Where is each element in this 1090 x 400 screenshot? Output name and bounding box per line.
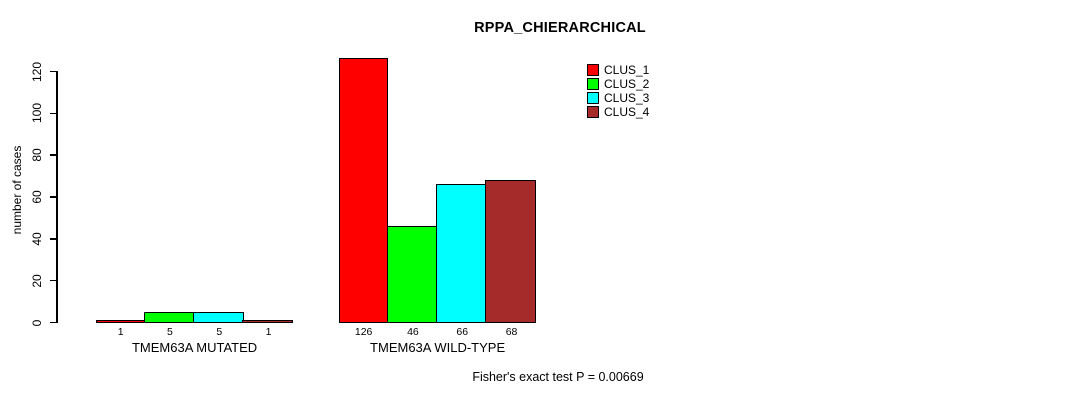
bar-value-label: 5 (216, 325, 223, 338)
y-axis-tick-label: 120 (30, 61, 44, 82)
bar-clus-1-group2 (339, 58, 389, 323)
y-axis-tick-label: 0 (30, 319, 44, 326)
legend-label: CLUS_4 (604, 104, 650, 119)
bar-clus-1-group1 (96, 319, 146, 323)
bar-clus-3-group2 (436, 183, 487, 323)
y-axis-tick (49, 321, 58, 324)
legend-item: CLUS_2 (587, 77, 649, 91)
legend-item: CLUS_3 (587, 91, 649, 105)
legend-swatch-clus-2 (587, 78, 599, 90)
legend-label: CLUS_3 (604, 90, 650, 105)
x-axis-group-label: TMEM63A WILD-TYPE (370, 340, 506, 355)
bar-value-label: 66 (456, 325, 469, 338)
bar-value-label: 126 (354, 325, 373, 338)
x-axis-group-label: TMEM63A MUTATED (131, 340, 258, 355)
y-axis-label: number of cases (10, 145, 24, 235)
legend-swatch-clus-4 (587, 106, 599, 118)
legend-swatch-clus-3 (587, 92, 599, 104)
legend-item: CLUS_1 (587, 63, 649, 77)
y-axis-tick-label: 40 (30, 232, 44, 246)
y-axis-tick (49, 112, 58, 115)
bar-value-label: 5 (167, 325, 173, 338)
bar-value-label: 1 (265, 325, 272, 338)
chart-title: RPPA_CHIERARCHICAL (474, 20, 646, 36)
bar-clus-2-group1 (143, 311, 195, 323)
legend: CLUS_1 CLUS_2 CLUS_3 CLUS_4 (587, 63, 649, 119)
y-axis-tick (49, 196, 58, 198)
legend-label: CLUS_2 (604, 76, 650, 91)
bar-clus-4-group2 (485, 179, 537, 323)
y-axis-tick (49, 70, 58, 73)
bar-clus-4-group1 (242, 319, 294, 323)
bar-clus-3-group1 (193, 311, 244, 323)
bar-value-label: 68 (505, 325, 518, 338)
bar-clus-2-group2 (386, 225, 438, 323)
bar-value-label: 46 (407, 325, 419, 338)
y-axis-tick-label: 80 (30, 148, 44, 162)
legend-label: CLUS_1 (604, 62, 650, 77)
y-axis-tick (49, 154, 58, 156)
y-axis-tick (49, 238, 58, 240)
y-axis-tick-label: 60 (30, 190, 44, 204)
y-axis-tick (49, 279, 58, 282)
y-axis-tick-label: 20 (30, 273, 44, 288)
fisher-test-annotation: Fisher's exact test P = 0.00669 (472, 370, 644, 384)
y-axis-tick-label: 100 (30, 103, 44, 124)
legend-swatch-clus-1 (587, 64, 599, 76)
bar-value-label: 1 (117, 325, 124, 338)
legend-item: CLUS_4 (587, 105, 649, 119)
